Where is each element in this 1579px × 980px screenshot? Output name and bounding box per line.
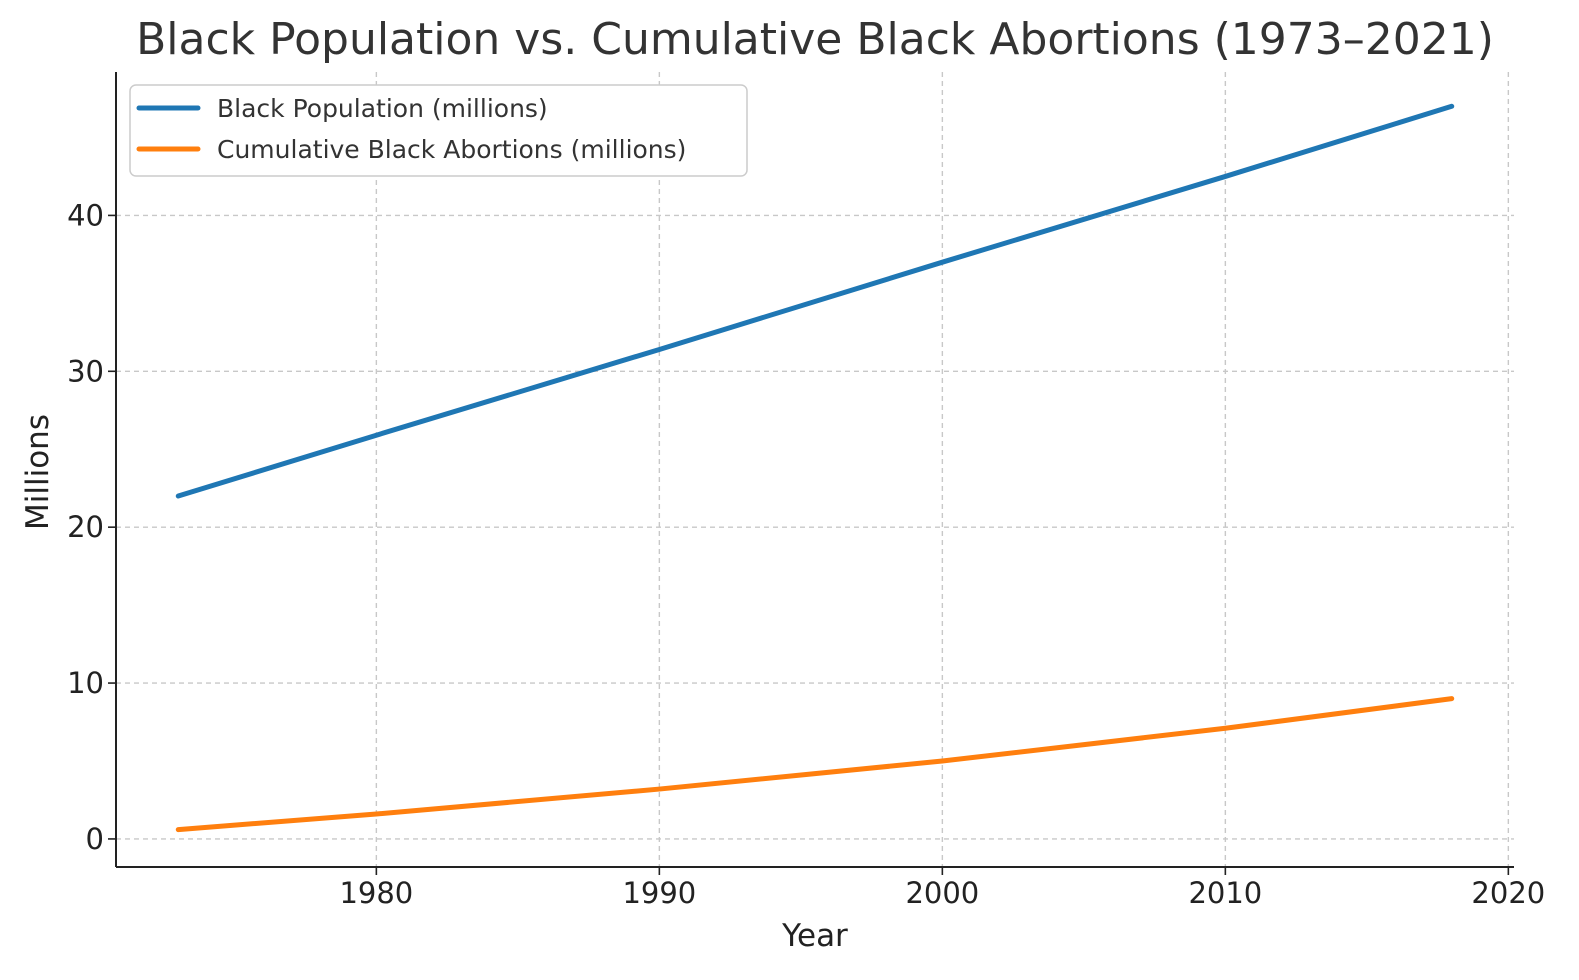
y-tick-label-10: 10 <box>67 666 104 700</box>
x-tick-label-2020: 2020 <box>1471 876 1545 910</box>
series-line-cumulative-black-abortions <box>175 696 1455 833</box>
series-line-black-population <box>175 103 1455 499</box>
x-tick-label-1990: 1990 <box>622 876 696 910</box>
y-tick-label-30: 30 <box>67 354 104 388</box>
x-tick-label-2000: 2000 <box>905 876 979 910</box>
y-tick-label-20: 20 <box>67 510 104 544</box>
chart-title: Black Population vs. Cumulative Black Ab… <box>136 14 1494 65</box>
legend-label-cumulative-black-abortions: Cumulative Black Abortions (millions) <box>217 135 686 164</box>
x-ticks: 1980 1990 2000 2010 2020 <box>339 867 1545 910</box>
legend: Black Population (millions) Cumulative B… <box>129 84 748 177</box>
y-tick-label-0: 0 <box>86 822 104 856</box>
x-axis-label: Year <box>781 918 848 954</box>
series-layer <box>175 103 1455 833</box>
y-axis-label: Millions <box>20 414 56 530</box>
y-tick-label-40: 40 <box>67 198 104 232</box>
y-ticks: 0 10 20 30 40 <box>67 198 116 856</box>
x-tick-label-1980: 1980 <box>339 876 413 910</box>
legend-box <box>129 84 748 177</box>
grid-layer <box>116 72 1514 867</box>
x-tick-label-2010: 2010 <box>1188 876 1262 910</box>
legend-label-black-population: Black Population (millions) <box>217 94 548 123</box>
